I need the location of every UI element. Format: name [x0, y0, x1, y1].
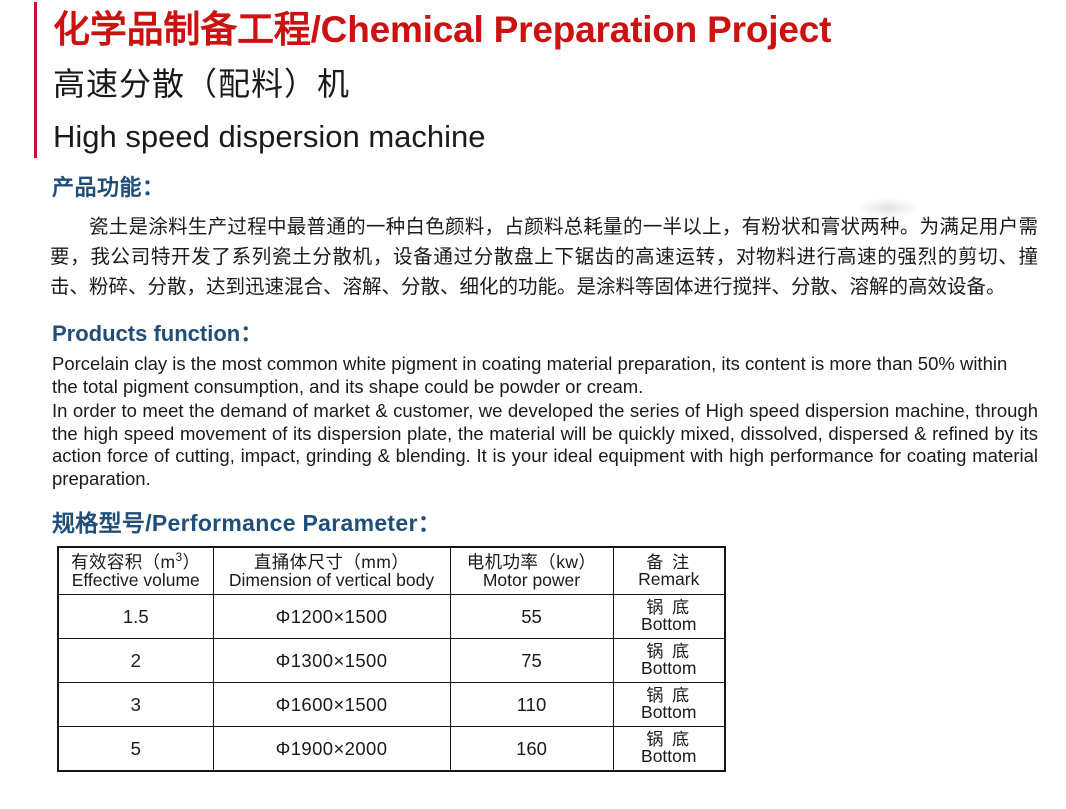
subtitle-english: High speed dispersion machine	[53, 119, 486, 154]
table-header-dimension: 直捅体尺寸（mm） Dimension of vertical body	[212, 546, 451, 595]
paragraph-function-english-2-body: In order to meet the demand of market & …	[52, 400, 1038, 466]
subtitle-chinese: 高速分散（配料）机	[53, 66, 351, 102]
table-header-motor-power-cn: 电机功率（kw）	[466, 552, 597, 573]
table-header-effective-volume-cn: 有效容积（m3）	[59, 550, 213, 573]
table-header-dimension-cn: 直捅体尺寸（mm）	[253, 552, 410, 573]
cell-dimension: Φ1600×1500	[212, 682, 451, 727]
cell-power: 110	[449, 682, 614, 727]
cell-remark: 锅 底 Bottom	[612, 726, 726, 772]
table-header-row: 有效容积（m3） Effective volume 直捅体尺寸（mm） Dime…	[57, 546, 726, 595]
paragraph-function-english-1: Porcelain clay is the most common white …	[52, 353, 1008, 397]
table-header-remark: 备 注 Remark	[612, 546, 726, 595]
cell-remark-cn: 锅 底	[646, 641, 692, 661]
cell-power: 75	[449, 638, 614, 683]
section-heading-spec: 规格型号/Performance Parameter：	[52, 510, 442, 536]
cell-remark-cn: 锅 底	[646, 685, 692, 705]
table-row: 3 Φ1600×1500 110 锅 底 Bottom	[57, 682, 726, 727]
cell-remark-en: Bottom	[641, 658, 697, 679]
cell-remark: 锅 底 Bottom	[612, 594, 726, 639]
cell-dimension: Φ1200×1500	[212, 594, 451, 639]
table-header-dimension-en: Dimension of vertical body	[228, 569, 435, 590]
cell-remark-cn: 锅 底	[646, 729, 692, 749]
page-title: 化学品制备工程/Chemical Preparation Project	[53, 9, 832, 50]
section-heading-function-en: Products function：	[52, 321, 263, 346]
cell-power: 55	[449, 594, 614, 639]
cell-remark: 锅 底 Bottom	[612, 682, 726, 727]
performance-parameter-table: 有效容积（m3） Effective volume 直捅体尺寸（mm） Dime…	[57, 546, 726, 772]
cell-power: 160	[449, 726, 614, 772]
section-heading-function-cn: 产品功能：	[52, 175, 165, 200]
hdr-cn-tail: ）	[182, 552, 201, 573]
table-row: 1.5 Φ1200×1500 55 锅 底 Bottom	[57, 594, 726, 639]
cell-volume: 1.5	[57, 594, 214, 639]
cell-volume: 3	[57, 682, 214, 727]
cell-remark-en: Bottom	[641, 702, 697, 723]
table-row: 2 Φ1300×1500 75 锅 底 Bottom	[57, 638, 726, 683]
table-header-motor-power: 电机功率（kw） Motor power	[449, 546, 614, 595]
table-header-effective-volume-en: Effective volume	[71, 569, 200, 590]
cell-volume: 5	[57, 726, 214, 772]
cell-volume: 2	[57, 638, 214, 683]
table-header-motor-power-en: Motor power	[482, 569, 581, 590]
paragraph-function-english-2: In order to meet the demand of market & …	[52, 400, 1038, 490]
cell-dimension: Φ1900×2000	[212, 726, 451, 772]
spec-table-wrapper: 有效容积（m3） Effective volume 直捅体尺寸（mm） Dime…	[57, 546, 726, 772]
cell-remark: 锅 底 Bottom	[612, 638, 726, 683]
cell-remark-en: Bottom	[641, 614, 697, 635]
paragraph-function-chinese: 瓷土是涂料生产过程中最普通的一种白色颜料，占颜料总耗量的一半以上，有粉状和膏状两…	[50, 216, 1038, 298]
table-row: 5 Φ1900×2000 160 锅 底 Bottom	[57, 726, 726, 772]
cell-remark-cn: 锅 底	[646, 597, 692, 617]
table-header-remark-cn: 备 注	[646, 552, 692, 572]
table-header-effective-volume: 有效容积（m3） Effective volume	[57, 546, 214, 595]
paragraph-function-english-2-lastline: performance for coating material prepara…	[52, 445, 1038, 489]
table-header-remark-en: Remark	[638, 568, 700, 589]
cubic-meter-superscript: 3	[175, 550, 183, 565]
cell-remark-en: Bottom	[641, 746, 697, 767]
accent-bar	[34, 2, 37, 158]
hdr-cn-text: 有效容积（m	[71, 552, 176, 573]
cell-dimension: Φ1300×1500	[212, 638, 451, 683]
